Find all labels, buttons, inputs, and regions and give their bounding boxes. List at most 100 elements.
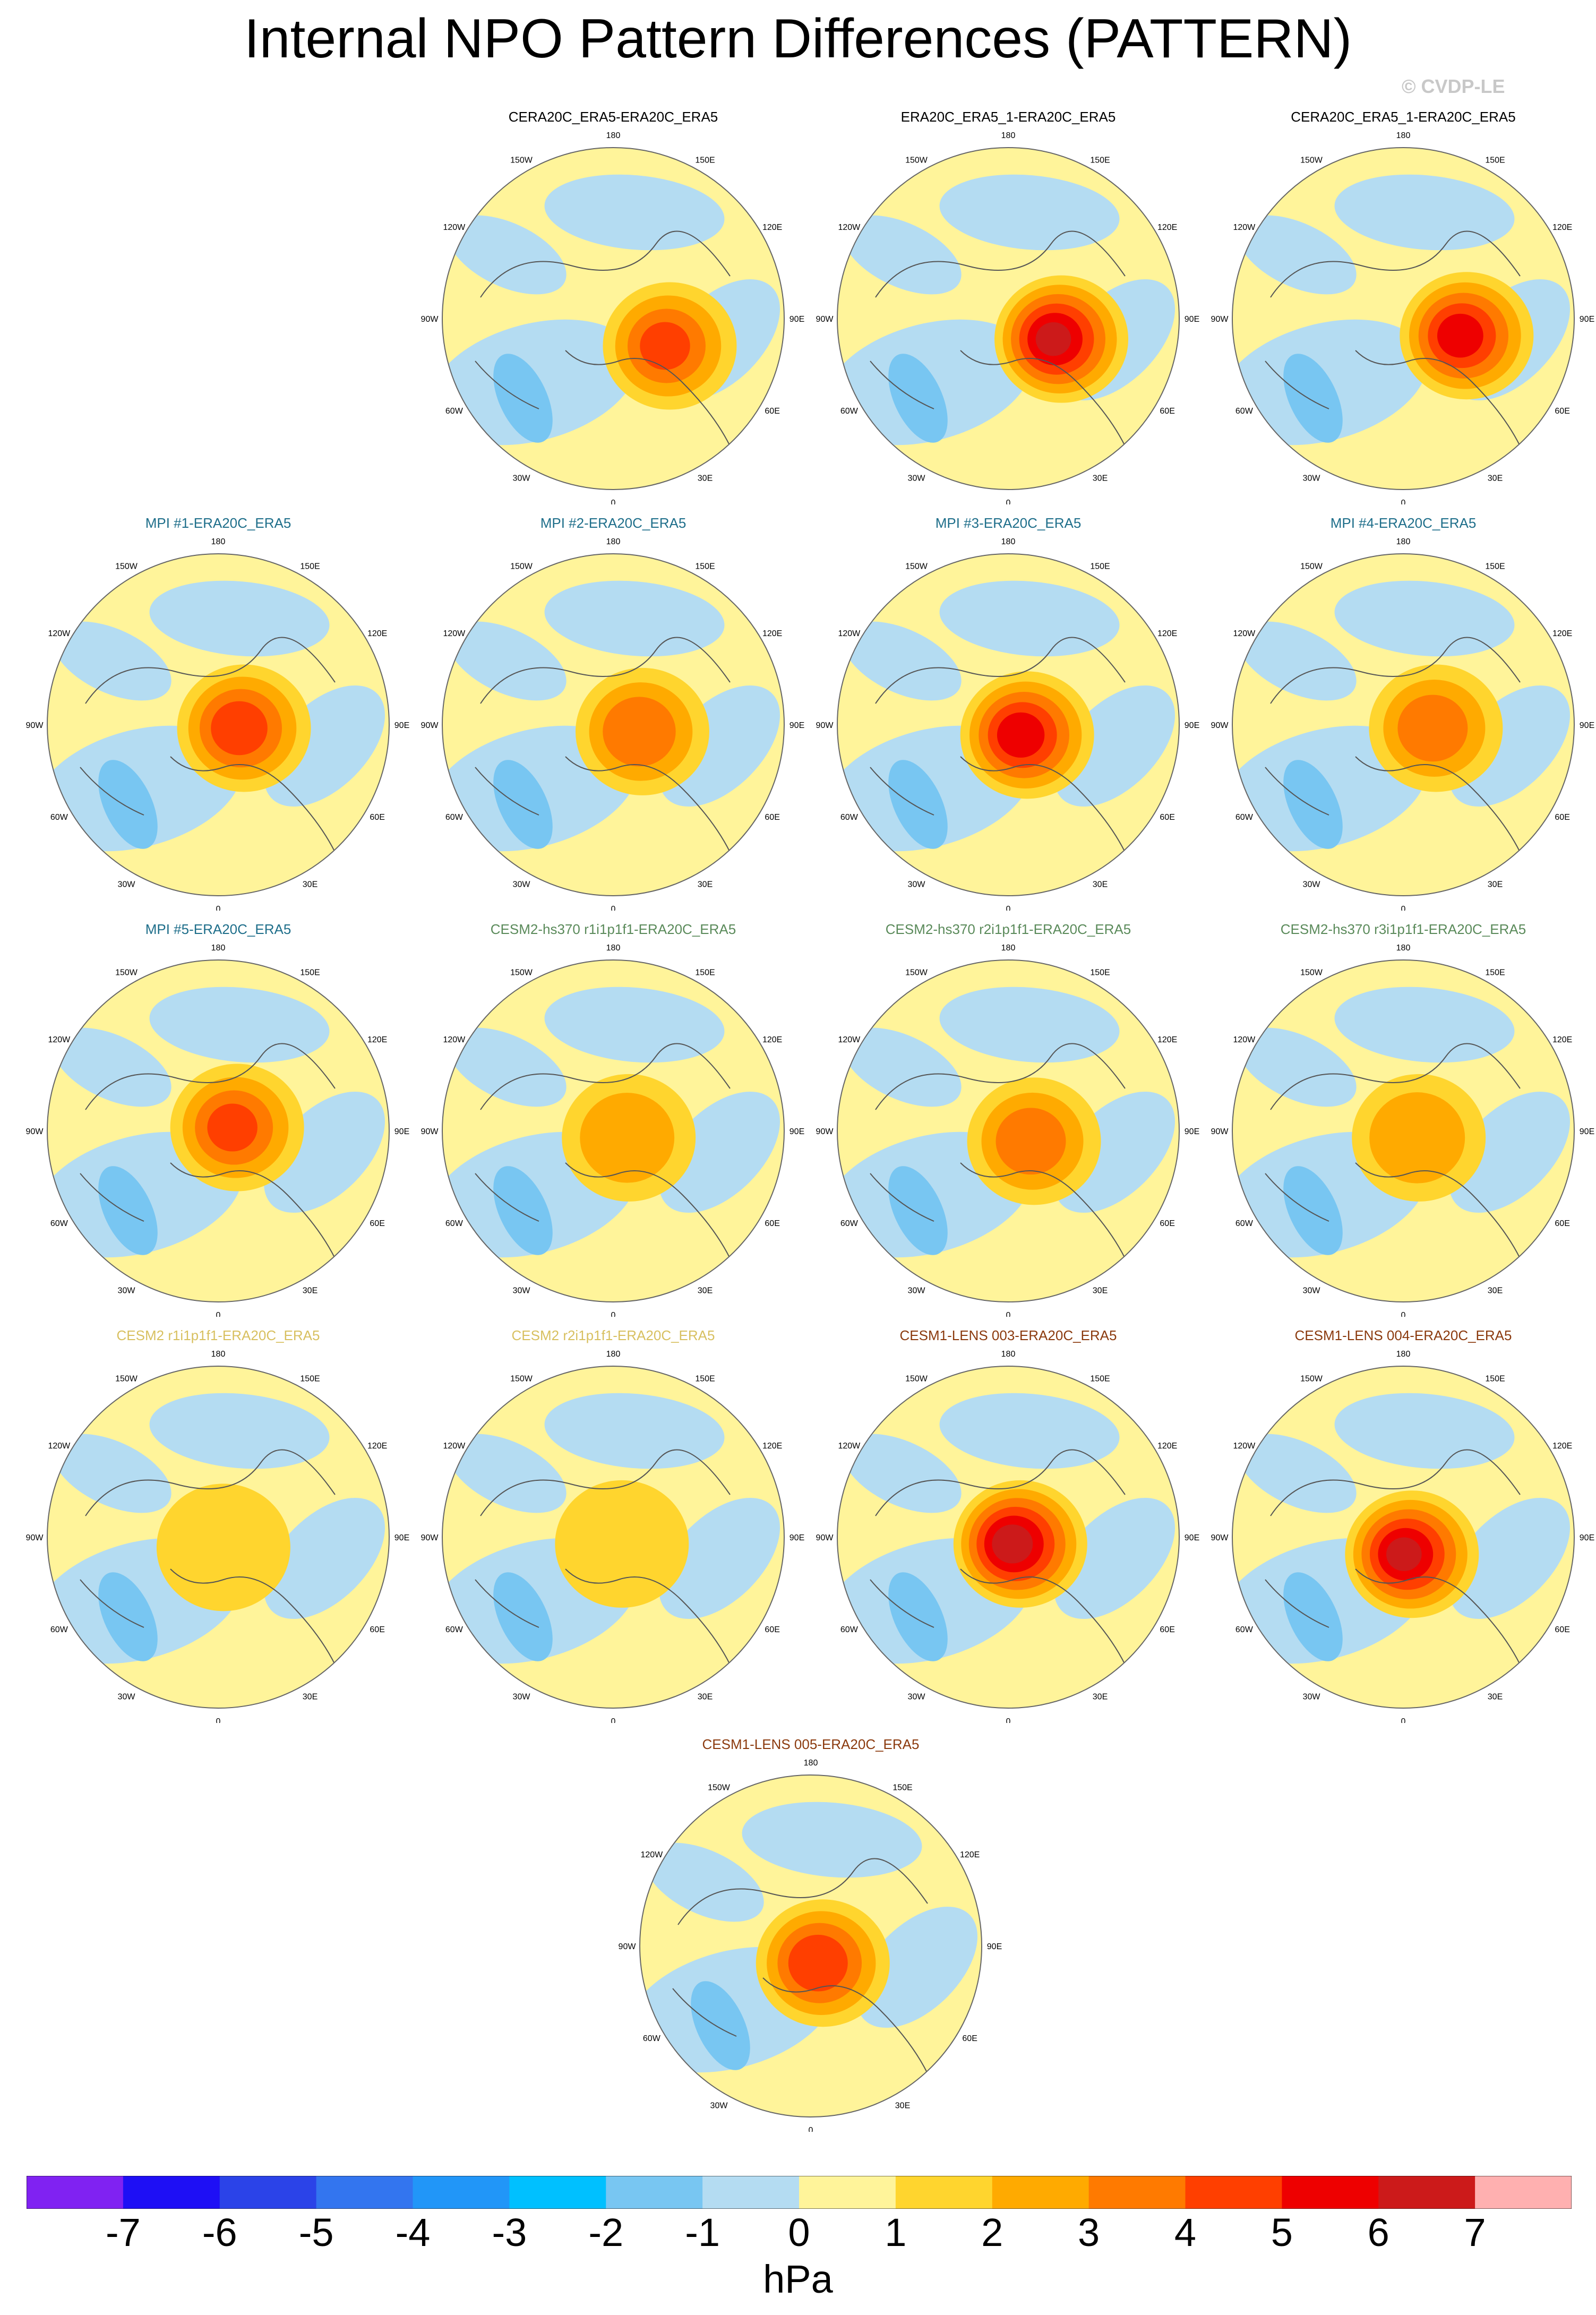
longitude-label: 0 (1401, 1717, 1406, 1723)
longitude-label: 150W (115, 562, 138, 571)
longitude-label: 30W (710, 2102, 728, 2111)
colorbar-tick-label: -5 (298, 2210, 334, 2254)
longitude-label: 90W (26, 1533, 44, 1542)
longitude-label: 120E (1552, 1442, 1572, 1451)
map-panel: CERA20C_ERA5-ERA20C_ERA5 180 150E 120E 90E 60… (414, 106, 812, 504)
colorbar-swatch (509, 2176, 606, 2209)
longitude-label: 0 (611, 499, 616, 504)
colorbar-swatch (992, 2176, 1089, 2209)
longitude-label: 120E (1157, 223, 1177, 232)
longitude-label: 120W (443, 1442, 466, 1451)
longitude-label: 30W (513, 880, 531, 889)
longitude-label: 0 (809, 2126, 813, 2132)
colorbar-tick-label: -2 (588, 2210, 624, 2254)
negative-anomaly (888, 1166, 948, 1255)
longitude-label: 120W (1233, 629, 1256, 638)
polar-map: 180 150E 120E 90E 60E 30E 0 30W 60W 90W 120W 150W (1211, 944, 1595, 1317)
page-title: Internal NPO Pattern Differences (PATTER… (244, 8, 1352, 70)
longitude-label: 60E (1160, 1219, 1174, 1228)
negative-anomaly (53, 1027, 171, 1107)
longitude-label: 120E (1157, 1442, 1177, 1451)
colorbar-swatch (27, 2176, 124, 2209)
longitude-label: 30E (303, 880, 318, 889)
longitude-label: 150E (695, 562, 715, 571)
longitude-label: 60E (1555, 407, 1569, 416)
negative-anomaly (843, 1434, 962, 1513)
coastline (870, 637, 1126, 853)
longitude-label: 30E (698, 880, 713, 889)
panel-title: CESM2 r2i1p1f1-ERA20C_ERA5 (511, 1327, 715, 1343)
colorbar-swatch (413, 2176, 510, 2209)
longitude-label: 150E (1485, 1374, 1505, 1383)
negative-anomaly (263, 1091, 385, 1213)
longitude-label: 120E (1552, 1035, 1572, 1044)
negative-anomaly (98, 1166, 158, 1255)
negative-anomaly (448, 1027, 567, 1107)
longitude-label: 60E (1555, 813, 1569, 822)
positive-anomaly (156, 1484, 290, 1611)
longitude-label: 120E (1552, 629, 1572, 638)
map-panel: MPI #1-ERA20C_ERA5 180 150E 120E 90E 60E 30E 0 3… (19, 512, 417, 911)
negative-anomaly (448, 1434, 567, 1513)
negative-anomaly (888, 354, 948, 443)
longitude-label: 60E (1160, 1625, 1174, 1634)
longitude-label: 30W (118, 880, 136, 889)
longitude-label: 150W (905, 156, 928, 165)
colorbar-tick-label: 6 (1367, 2210, 1389, 2254)
colorbar-tick-label: 7 (1464, 2210, 1486, 2254)
longitude-label: 60W (840, 1625, 859, 1634)
negative-anomaly (1283, 354, 1343, 443)
longitude-label: 30E (1488, 474, 1503, 483)
colorbar-tick-label: 5 (1271, 2210, 1293, 2254)
panel-title: CERA20C_ERA5-ERA20C_ERA5 (508, 109, 718, 125)
longitude-label: 30W (513, 1693, 531, 1702)
colorbar-swatch (123, 2176, 220, 2209)
longitude-label: 30W (908, 880, 926, 889)
longitude-label: 120E (367, 1035, 387, 1044)
map-panel: CESM2 r2i1p1f1-ERA20C_ERA5 180 150E 120E 90E… (414, 1325, 812, 1723)
longitude-label: 30W (513, 1287, 531, 1296)
longitude-label: 180 (1001, 1350, 1016, 1359)
longitude-label: 90W (816, 1533, 834, 1542)
longitude-label: 90W (1211, 1533, 1229, 1542)
longitude-label: 150W (708, 1783, 731, 1792)
polar-map: 180 150E 120E 90E 60E 30E 0 30W 60W 90W 120W 150W (26, 944, 410, 1317)
longitude-label: 0 (1401, 499, 1406, 504)
longitude-label: 150E (893, 1783, 912, 1792)
longitude-label: 120W (838, 1442, 861, 1451)
longitude-label: 0 (611, 905, 616, 911)
longitude-label: 120W (48, 1035, 71, 1044)
longitude-label: 150E (1090, 562, 1110, 571)
positive-anomaly (1369, 1092, 1465, 1184)
positive-anomaly (1397, 694, 1468, 762)
map-boundary (837, 553, 1180, 896)
positive-anomaly (1386, 1537, 1422, 1571)
negative-anomaly (843, 215, 962, 295)
negative-anomaly (493, 1572, 553, 1661)
coastline (870, 230, 1126, 447)
map-panel: MPI #2-ERA20C_ERA5 180 150E 120E 90E 60E 30E 0 3… (414, 512, 812, 911)
positive-anomaly (211, 701, 268, 756)
positive-anomaly (555, 1480, 689, 1608)
colorbar-swatch (219, 2176, 317, 2209)
negative-anomaly (263, 1497, 385, 1619)
longitude-label: 180 (1001, 537, 1016, 546)
negative-anomaly (1238, 1027, 1357, 1107)
negative-anomaly (263, 685, 385, 807)
colorbar-swatch (1185, 2176, 1282, 2209)
map-boundary (837, 959, 1180, 1302)
negative-anomaly (53, 1434, 171, 1513)
longitude-label: 90W (26, 721, 44, 730)
coastline (80, 1043, 336, 1259)
longitude-label: 60E (765, 1625, 779, 1634)
longitude-label: 120E (960, 1850, 980, 1859)
longitude-label: 30W (908, 474, 926, 483)
colorbar-tick-label: 0 (788, 2210, 810, 2254)
longitude-label: 30E (1488, 880, 1503, 889)
panel-title: CESM2-hs370 r3i1p1f1-ERA20C_ERA5 (1280, 921, 1526, 937)
longitude-label: 180 (1396, 537, 1411, 546)
longitude-label: 60W (445, 1219, 464, 1228)
longitude-label: 90E (394, 1127, 409, 1136)
longitude-label: 30W (118, 1287, 136, 1296)
longitude-label: 30E (303, 1693, 318, 1702)
